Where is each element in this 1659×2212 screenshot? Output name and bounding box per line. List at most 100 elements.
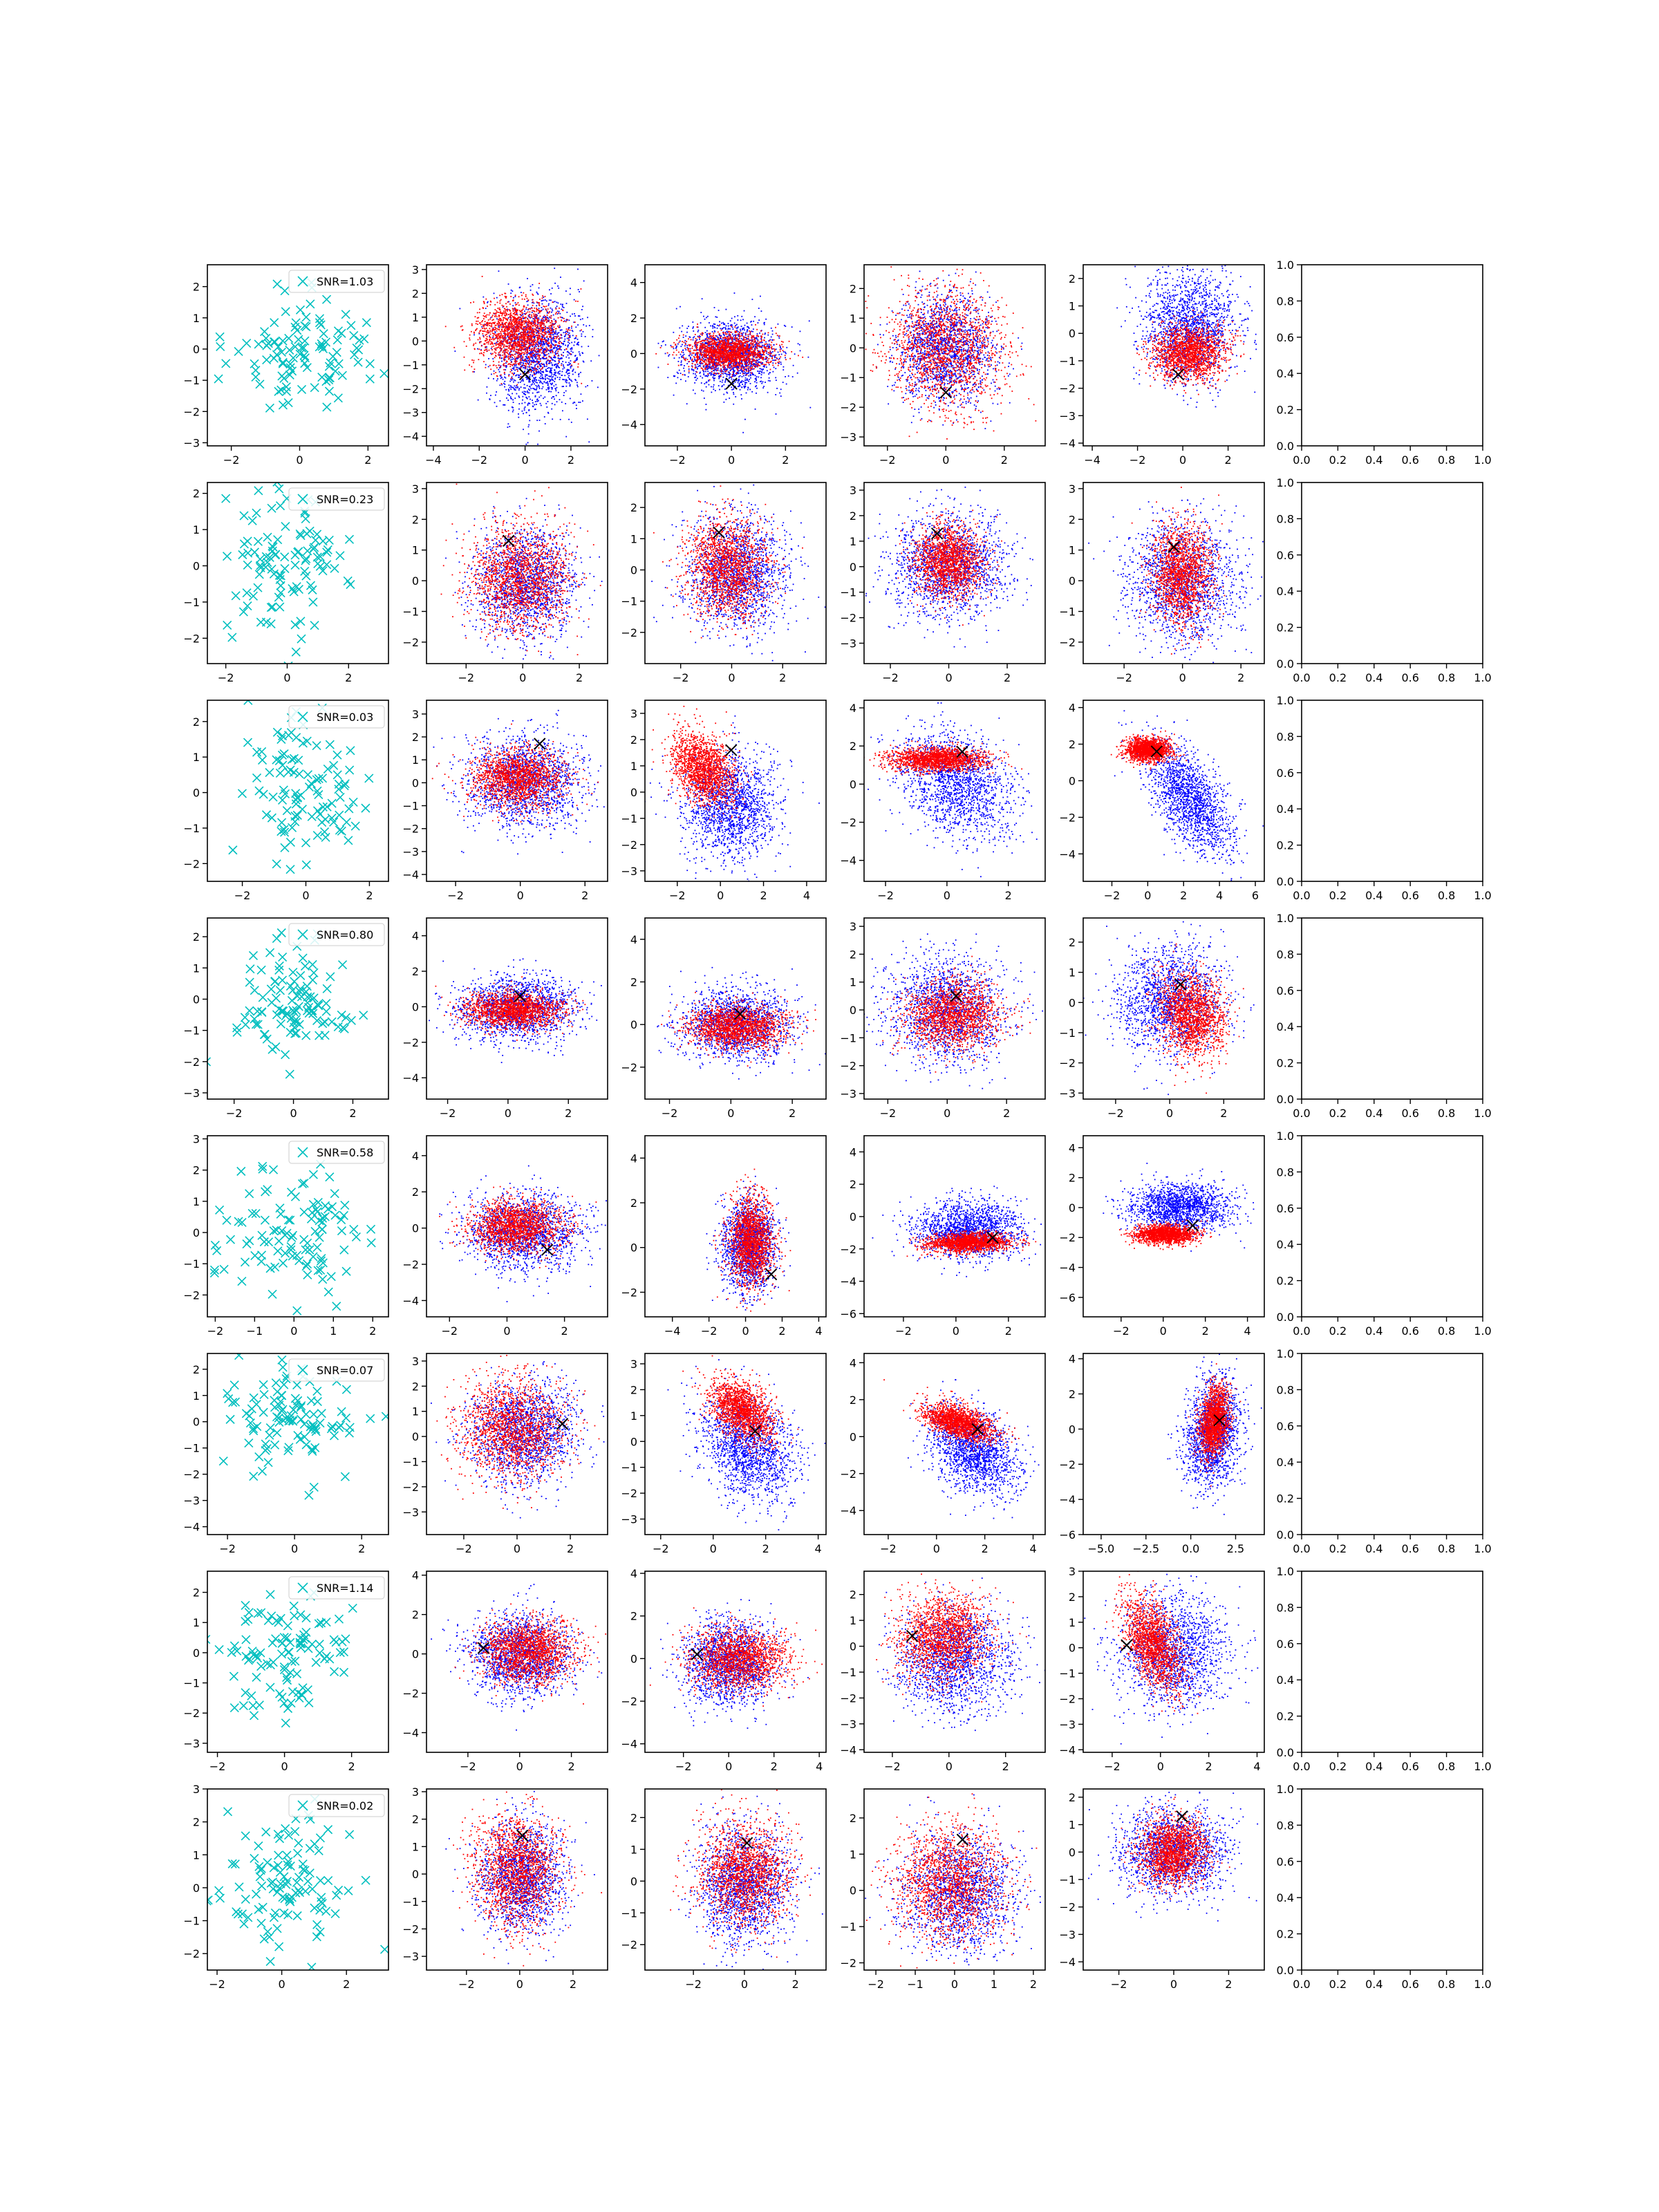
blue-series-point <box>536 388 538 389</box>
red-series-point <box>513 374 514 375</box>
blue-series-point <box>711 386 712 388</box>
blue-series-point <box>530 360 532 362</box>
red-series-point <box>534 308 535 309</box>
blue-series-point <box>547 371 548 372</box>
blue-series-point <box>561 358 563 359</box>
red-series-point <box>514 356 516 357</box>
red-series-point <box>532 301 534 303</box>
blue-series-point <box>559 358 561 359</box>
red-series-point <box>521 358 522 359</box>
red-series-point <box>536 317 538 318</box>
blue-series-point <box>708 375 709 376</box>
blue-series-point <box>561 363 563 364</box>
blue-series-point <box>751 321 752 322</box>
blue-series-point <box>700 322 702 324</box>
y-tick-label: −1 <box>183 374 200 387</box>
blue-series-point <box>525 444 527 445</box>
blue-series-point <box>506 397 507 399</box>
red-series-point <box>537 328 538 329</box>
sample-point <box>279 359 287 368</box>
blue-series-point <box>504 404 505 406</box>
blue-series-point <box>781 354 782 355</box>
blue-series-point <box>564 320 565 321</box>
blue-series-point <box>709 368 710 369</box>
red-series-point <box>485 335 486 336</box>
blue-series-point <box>579 351 580 353</box>
red-series-point <box>522 299 523 300</box>
blue-series-point <box>758 376 759 377</box>
red-series-point <box>500 324 501 326</box>
red-series-point <box>503 369 505 371</box>
blue-series-point <box>498 270 500 272</box>
blue-series-point <box>552 261 553 262</box>
blue-series-point <box>733 404 734 405</box>
red-series-point <box>542 297 543 299</box>
red-series-point <box>487 330 488 331</box>
red-series-point <box>540 361 541 362</box>
blue-series-point <box>505 377 507 379</box>
blue-series-point <box>722 385 723 386</box>
red-series-point <box>477 317 478 319</box>
red-series-point <box>494 323 495 324</box>
red-series-point <box>538 363 540 364</box>
x-tick-label: −2 <box>223 453 240 467</box>
x-tick-label: −4 <box>425 453 442 467</box>
blue-series-point <box>583 331 584 332</box>
blue-series-point <box>512 357 513 358</box>
blue-series-point <box>577 382 578 383</box>
blue-series-point <box>535 385 536 386</box>
blue-series-point <box>557 332 559 334</box>
blue-series-point <box>691 355 693 356</box>
blue-series-point <box>524 408 525 409</box>
blue-series-point <box>581 393 582 395</box>
blue-series-point <box>677 373 679 374</box>
blue-series-point <box>741 316 742 317</box>
blue-series-point <box>533 377 534 379</box>
red-series-point <box>479 309 480 310</box>
blue-series-point <box>555 375 556 376</box>
blue-series-point <box>582 352 583 353</box>
sample-point <box>366 359 374 368</box>
blue-series-point <box>489 335 490 337</box>
red-series-point <box>516 368 517 370</box>
blue-series-point <box>704 375 706 377</box>
red-series-point <box>498 362 500 363</box>
sample-point <box>297 344 306 352</box>
sample-point <box>318 256 326 265</box>
blue-series-point <box>758 371 760 373</box>
red-series-point <box>479 342 480 344</box>
blue-series-point <box>665 344 666 346</box>
blue-series-point <box>534 389 535 391</box>
blue-series-point <box>738 331 739 332</box>
red-series-point <box>475 343 476 344</box>
blue-series-point <box>521 342 523 344</box>
blue-series-point <box>774 367 775 368</box>
blue-series-point <box>568 382 570 384</box>
red-series-point <box>542 295 543 297</box>
red-series-point <box>499 301 500 302</box>
blue-series-point <box>733 328 734 330</box>
red-series-point <box>559 308 560 309</box>
blue-series-point <box>542 357 543 358</box>
blue-series-point <box>561 371 563 373</box>
red-series-point <box>505 353 506 355</box>
blue-series-point <box>552 310 553 311</box>
red-series-point <box>506 313 507 315</box>
blue-series-point <box>536 292 538 293</box>
red-series-point <box>499 308 500 309</box>
blue-series-point <box>509 395 510 396</box>
red-series-point <box>525 320 527 321</box>
red-series-point <box>529 357 530 359</box>
blue-series-point <box>546 406 547 408</box>
blue-series-point <box>574 360 576 362</box>
red-series-point <box>508 356 509 357</box>
red-series-point <box>558 338 559 339</box>
y-tick-label: 1 <box>193 312 200 325</box>
red-series-point <box>496 344 497 346</box>
blue-series-point <box>568 375 570 376</box>
red-series-point <box>496 365 497 366</box>
blue-series-point <box>734 292 735 294</box>
red-series-point <box>482 330 483 332</box>
blue-series-point <box>565 334 566 335</box>
